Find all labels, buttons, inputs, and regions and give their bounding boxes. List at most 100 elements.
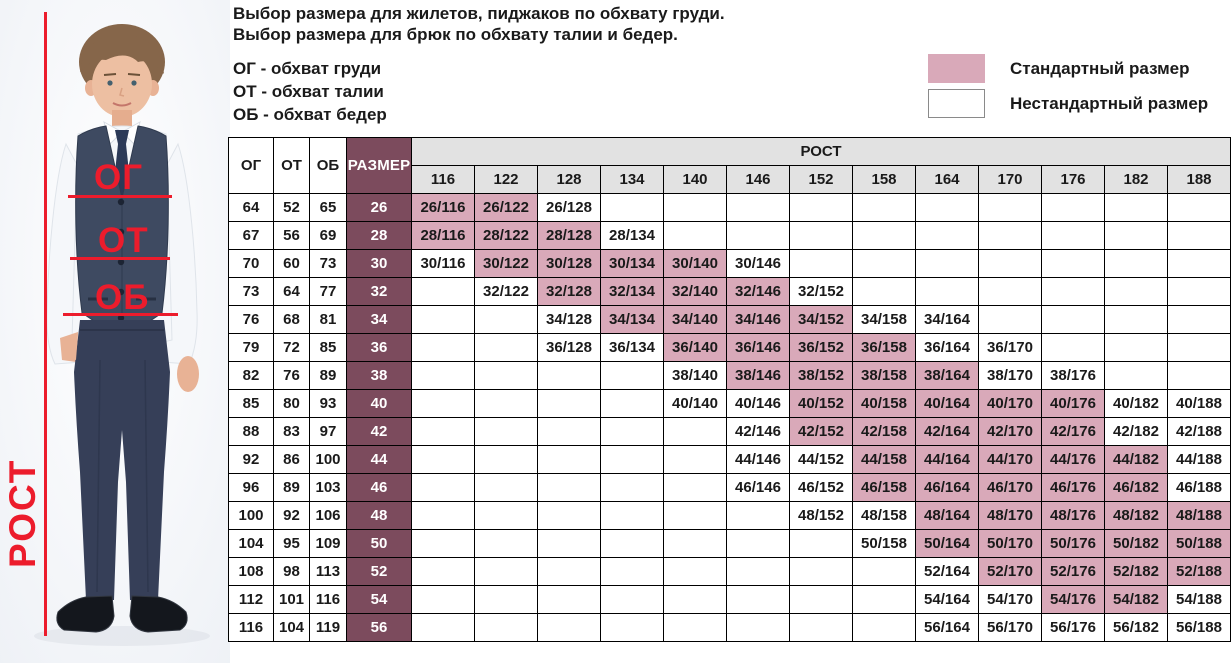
standard-size-cell: 52/170: [978, 557, 1042, 586]
nonstandard-size-cell: 42/146: [726, 417, 790, 446]
empty-cell: [411, 501, 475, 530]
nonstandard-size-cell: 40/146: [726, 389, 790, 418]
nonstandard-size-cell: 42/188: [1167, 417, 1231, 446]
empty-cell: [1041, 333, 1105, 362]
hips-cell: 100: [309, 445, 347, 474]
standard-size-cell: 32/140: [663, 277, 727, 306]
table-row: 73 64 77 32 32/122 32/128 32/134 32/140 32/146 32…: [228, 277, 1231, 306]
standard-size-cell: 50/176: [1041, 529, 1105, 558]
empty-cell: [1104, 221, 1168, 250]
nonstandard-size-cell: 30/116: [411, 249, 475, 278]
standard-size-cell: 52/182: [1104, 557, 1168, 586]
height-header: 122: [474, 165, 538, 194]
table-header-row-heights: 116 122 128 134 140 146 152 158 164 170 176 182 188: [229, 165, 1231, 194]
hips-cell: 97: [309, 417, 347, 446]
standard-size-cell: 38/164: [915, 361, 979, 390]
empty-cell: [537, 501, 601, 530]
waist-cell: 95: [273, 529, 310, 558]
waist-cell: 86: [273, 445, 310, 474]
hips-cell: 106: [309, 501, 347, 530]
standard-size-cell: 46/176: [1041, 473, 1105, 502]
nonstandard-size-cell: 56/176: [1041, 613, 1105, 642]
waist-cell: 101: [273, 585, 310, 614]
standard-size-cell: 32/146: [726, 277, 790, 306]
hips-cell: 77: [309, 277, 347, 306]
empty-cell: [1167, 249, 1231, 278]
size-cell: 40: [346, 389, 412, 418]
standard-size-cell: 44/158: [852, 445, 916, 474]
hips-cell: 116: [309, 585, 347, 614]
abbr-chest: ОГ - обхват груди: [233, 59, 382, 78]
empty-cell: [537, 473, 601, 502]
standard-size-cell: 42/158: [852, 417, 916, 446]
empty-cell: [852, 249, 916, 278]
standard-size-cell: 32/134: [600, 277, 664, 306]
chest-cell: 82: [228, 361, 274, 390]
empty-cell: [411, 305, 475, 334]
empty-cell: [474, 305, 538, 334]
chest-cell: 116: [228, 613, 274, 642]
table-row: 108 98 113 52 52/164 52/170 52/176 52/182 52/188: [228, 557, 1231, 586]
empty-cell: [1104, 333, 1168, 362]
size-cell: 56: [346, 613, 412, 642]
standard-size-cell: 50/170: [978, 529, 1042, 558]
nonstandard-size-cell: 32/152: [789, 277, 853, 306]
column-header-height-group: РОСТ: [411, 137, 1231, 166]
empty-cell: [474, 613, 538, 642]
waist-cell: 64: [273, 277, 310, 306]
table-header-row-top: ОГ ОТ ОБ РАЗМЕР РОСТ: [228, 137, 1231, 194]
waist-cell: 60: [273, 249, 310, 278]
empty-cell: [978, 249, 1042, 278]
empty-cell: [600, 501, 664, 530]
standard-size-cell: 40/152: [789, 389, 853, 418]
empty-cell: [411, 417, 475, 446]
empty-cell: [663, 193, 727, 222]
empty-cell: [537, 613, 601, 642]
empty-cell: [1041, 277, 1105, 306]
empty-cell: [978, 193, 1042, 222]
standard-size-cell: 30/122: [474, 249, 538, 278]
hips-cell: 69: [309, 221, 347, 250]
page-title: Выбор размера для жилетов, пиджаков по о…: [233, 3, 725, 45]
empty-cell: [474, 389, 538, 418]
table-row: 82 76 89 38 38/140 38/146 38/152 38/158 38/164 38…: [228, 361, 1231, 390]
empty-cell: [600, 193, 664, 222]
nonstandard-size-cell: 48/158: [852, 501, 916, 530]
empty-cell: [411, 333, 475, 362]
standard-size-cell: 28/116: [411, 221, 475, 250]
empty-cell: [537, 361, 601, 390]
empty-cell: [663, 501, 727, 530]
standard-size-cell: 26/122: [474, 193, 538, 222]
empty-cell: [411, 361, 475, 390]
standard-size-cell: 46/164: [915, 473, 979, 502]
hips-cell: 119: [309, 613, 347, 642]
empty-cell: [411, 613, 475, 642]
nonstandard-size-cell: 54/188: [1167, 585, 1231, 614]
column-header-hips: ОБ: [309, 137, 347, 194]
hips-cell: 81: [309, 305, 347, 334]
empty-cell: [600, 473, 664, 502]
standard-size-cell: 54/182: [1104, 585, 1168, 614]
table-row: 70 60 73 30 30/116 30/122 30/128 30/134 30/140 30…: [228, 249, 1231, 278]
empty-cell: [789, 221, 853, 250]
standard-size-cell: 36/158: [852, 333, 916, 362]
hip-measure-label: ОБ: [95, 278, 150, 317]
nonstandard-size-cell: 44/146: [726, 445, 790, 474]
nonstandard-size-cell: 44/188: [1167, 445, 1231, 474]
size-cell: 42: [346, 417, 412, 446]
empty-cell: [978, 277, 1042, 306]
empty-cell: [411, 445, 475, 474]
nonstandard-size-cell: 36/164: [915, 333, 979, 362]
standard-size-cell: 42/176: [1041, 417, 1105, 446]
empty-cell: [474, 585, 538, 614]
empty-cell: [1167, 361, 1231, 390]
nonstandard-size-cell: 44/152: [789, 445, 853, 474]
standard-size-cell: 28/122: [474, 221, 538, 250]
size-cell: 26: [346, 193, 412, 222]
standard-size-cell: 36/146: [726, 333, 790, 362]
chest-cell: 79: [228, 333, 274, 362]
empty-cell: [663, 585, 727, 614]
standard-size-cell: 50/182: [1104, 529, 1168, 558]
empty-cell: [1104, 361, 1168, 390]
waist-cell: 89: [273, 473, 310, 502]
